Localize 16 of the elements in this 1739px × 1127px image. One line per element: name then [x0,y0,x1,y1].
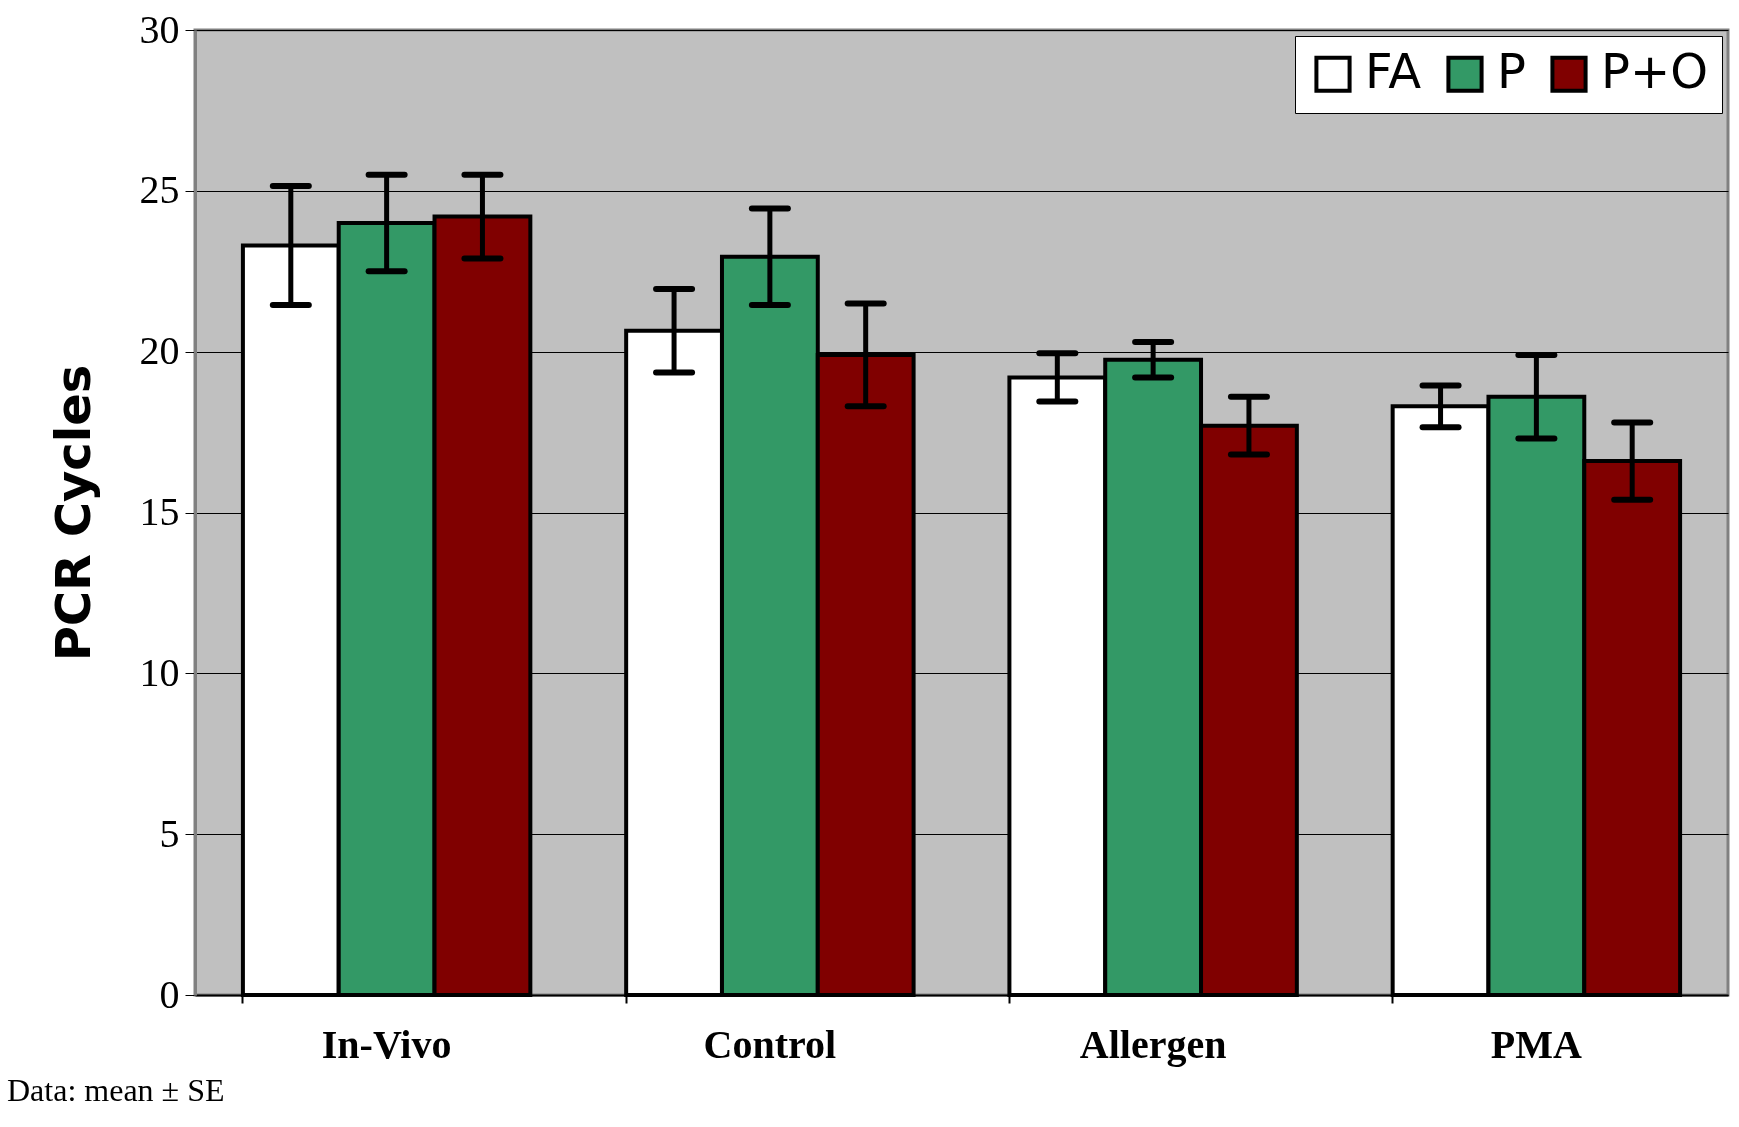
legend-label: P+O [1601,43,1708,100]
text: Data: mean ± SE [7,1072,225,1108]
y-tick-label: 10 [139,649,180,695]
legend-label: P [1497,43,1526,100]
y-tick-label: 20 [139,328,180,374]
y-tick-label: 5 [159,810,180,856]
y-tick-label: 15 [139,489,180,534]
y-axis-title: PCR Cycles [44,364,101,662]
legend-label: FA [1365,43,1422,100]
x-tick-label: PMA [1490,1021,1583,1067]
x-tick-label: Allergen [1079,1021,1227,1067]
x-tick-label: In-Vivo [321,1021,452,1067]
y-tick-label: 25 [139,167,180,213]
y-tick-label: 30 [139,6,180,52]
x-tick-label: Control [703,1021,837,1067]
y-tick-label: 0 [159,971,180,1017]
